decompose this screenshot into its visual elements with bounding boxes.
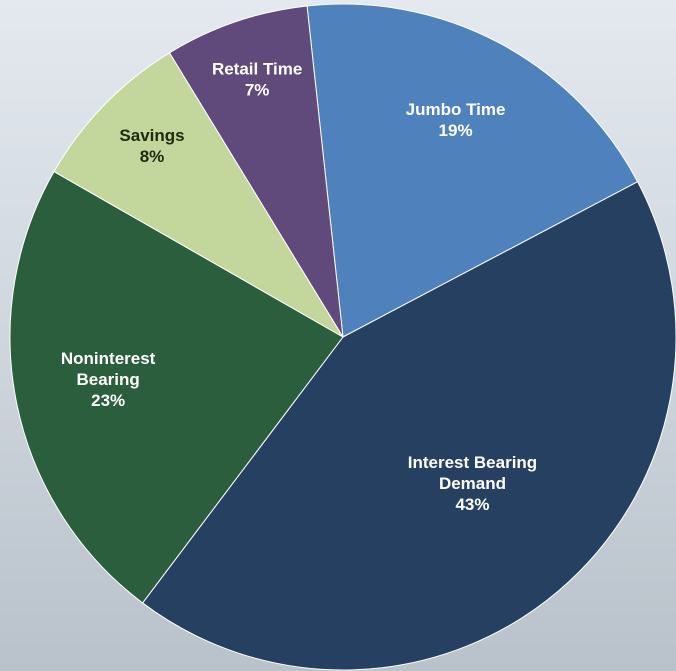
pie-slice <box>53 52 344 338</box>
slice-value-label: 19% <box>439 121 473 140</box>
pie-slice <box>9 170 344 604</box>
slice-value-label: 43% <box>455 495 489 514</box>
slice-label: Savings <box>119 126 184 145</box>
slice-label: Noninterest Bearing <box>61 349 156 389</box>
pie-slice <box>306 3 639 338</box>
slice-value-label: 8% <box>140 147 165 166</box>
slice-label: Retail Time <box>212 59 302 78</box>
pie-slice <box>168 5 344 338</box>
slice-label: Jumbo Time <box>406 100 506 119</box>
slice-value-label: 23% <box>91 391 125 410</box>
pie-slice <box>141 181 676 671</box>
slice-value-label: 7% <box>245 80 270 99</box>
slice-label: Interest Bearing Demand <box>408 453 537 493</box>
